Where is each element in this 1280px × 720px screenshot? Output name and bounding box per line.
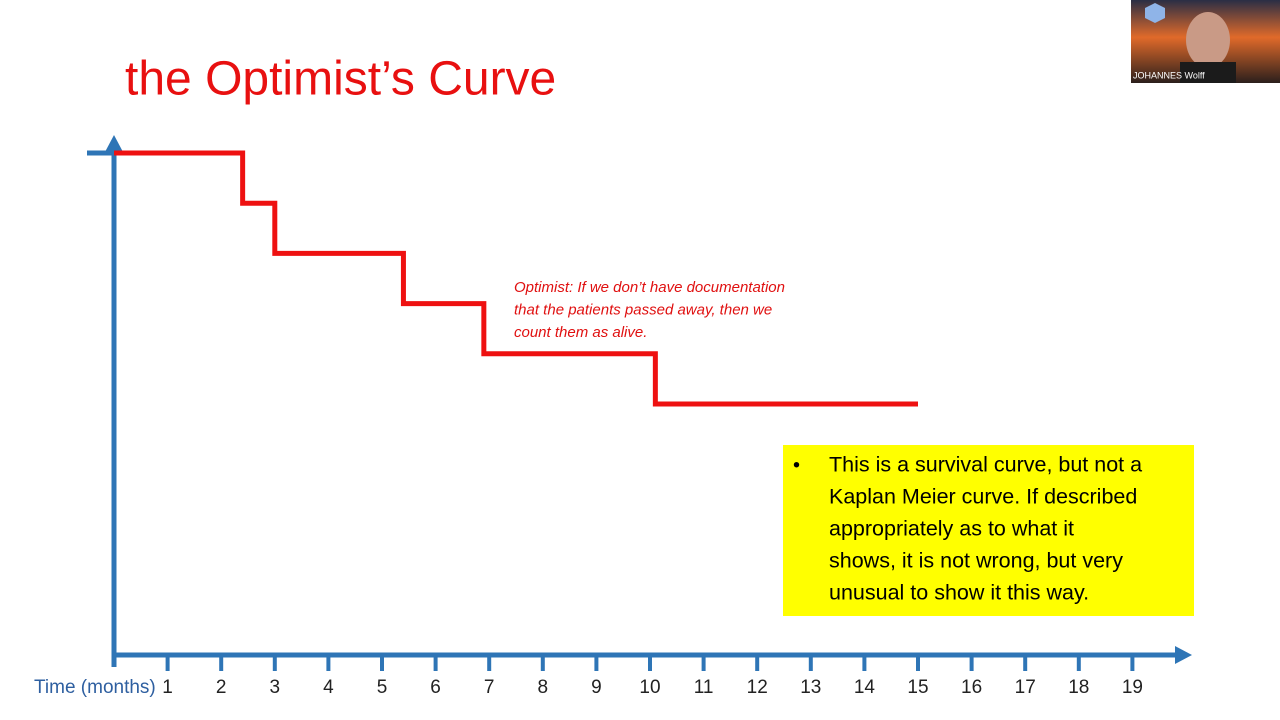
x-tick-label: 6 bbox=[430, 677, 441, 698]
annotation-line: that the patients passed away, then we bbox=[514, 301, 772, 318]
annotation-line: Optimist: If we don’t have documentation bbox=[514, 279, 785, 296]
note-line: This is a survival curve, but not a bbox=[829, 453, 1142, 477]
x-tick-label: 15 bbox=[907, 677, 928, 698]
x-tick-label: 10 bbox=[639, 677, 660, 698]
x-tick-label: 17 bbox=[1015, 677, 1036, 698]
x-tick-label: 4 bbox=[323, 677, 334, 698]
note: This is a survival curve, but not a Kapla… bbox=[829, 453, 1142, 605]
x-tick-label: 9 bbox=[591, 677, 602, 698]
annotation-line: count them as alive. bbox=[514, 324, 647, 341]
x-axis-label: Time (months) bbox=[34, 677, 156, 698]
note-line: appropriately as to what it bbox=[829, 517, 1074, 541]
x-tick-label: 1 bbox=[162, 677, 173, 698]
x-tick-label: 11 bbox=[694, 677, 714, 698]
annotation: Optimist: If we don’t have documentation… bbox=[514, 279, 785, 341]
x-tick-label: 13 bbox=[800, 677, 821, 698]
x-tick-label: 8 bbox=[538, 677, 549, 698]
x-axis-arrow bbox=[1175, 646, 1192, 664]
webcam: JOHANNES Wolff bbox=[1131, 0, 1280, 83]
note-box bbox=[783, 445, 1194, 616]
x-tick-label: 16 bbox=[961, 677, 982, 698]
icon bbox=[1145, 3, 1165, 23]
x-tick-label: 14 bbox=[854, 677, 876, 698]
person bbox=[1186, 12, 1230, 68]
y-axis-arrow bbox=[105, 135, 123, 152]
note-line: shows, it is not wrong, but very bbox=[829, 549, 1123, 573]
x-tick-label: 3 bbox=[270, 677, 281, 698]
x-tick-label: 12 bbox=[747, 677, 768, 698]
x-tick-label: 19 bbox=[1122, 677, 1143, 698]
plot: 1 2 3 4 5 6 7 8 9 10 11 12 13 14 15 16 17 18 19 bbox=[87, 135, 1192, 698]
x-tick-label: 7 bbox=[484, 677, 495, 698]
survival-curve bbox=[114, 150, 918, 407]
x-tick-label: 18 bbox=[1068, 677, 1089, 698]
person-body bbox=[1180, 62, 1236, 83]
note-line: unusual to show it this way. bbox=[829, 581, 1089, 605]
participant-name: JOHANNES Wolff bbox=[1133, 70, 1205, 80]
note-line: Kaplan Meier curve. If described bbox=[829, 485, 1137, 509]
chart-title: the Optimist’s Curve bbox=[125, 53, 556, 106]
note-bullet: • bbox=[793, 454, 800, 476]
x-tick-label: 5 bbox=[377, 677, 388, 698]
x-tick-label: 2 bbox=[216, 677, 227, 698]
